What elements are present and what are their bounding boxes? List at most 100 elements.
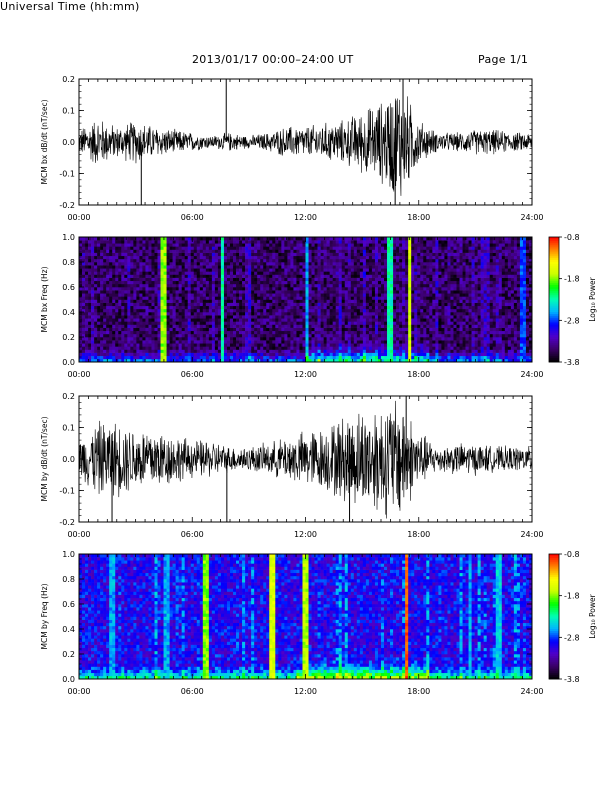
spectrogram-cell — [384, 277, 388, 282]
spectrogram-cell — [384, 299, 388, 303]
spectrogram-cell — [308, 268, 312, 272]
spectrogram-cell — [160, 246, 164, 250]
spectrogram-cell — [211, 324, 216, 328]
spectrogram-cell — [311, 321, 315, 325]
spectrogram-cell — [151, 352, 155, 357]
spectrogram-cell — [387, 315, 391, 319]
spectrogram-cell — [353, 290, 358, 294]
spectrogram-cell — [184, 271, 189, 275]
spectrogram-cell — [429, 287, 433, 291]
spectrogram-cell — [184, 299, 189, 303]
spectrogram-cell — [257, 283, 261, 288]
spectrogram-cell — [359, 243, 364, 247]
spectrogram-cell — [308, 349, 312, 353]
spectrogram-cell — [181, 293, 185, 297]
spectrogram-cell — [393, 355, 397, 360]
spectrogram-cell — [353, 240, 358, 244]
spectrogram-cell — [97, 327, 101, 332]
spectrogram-cell — [163, 299, 167, 303]
spectrogram-cell — [317, 315, 321, 319]
spectrogram-cell — [254, 277, 258, 282]
spectrogram-cell — [338, 268, 343, 272]
spectrogram-cell — [226, 321, 231, 325]
spectrogram-cell — [202, 255, 207, 260]
spectrogram-cell — [178, 302, 182, 307]
spectrogram-cell — [414, 252, 418, 257]
spectrogram-cell — [202, 308, 207, 313]
spectrogram-cell — [133, 252, 137, 257]
spectrogram-cell — [136, 312, 140, 316]
spectrogram-cell — [393, 349, 397, 353]
spectrogram-cell — [353, 277, 358, 282]
spectrogram-cell — [151, 318, 155, 322]
spectrogram-cell — [353, 321, 358, 325]
spectrogram-cell — [251, 340, 255, 344]
spectrogram-cell — [118, 249, 122, 253]
spectrogram-cell — [103, 296, 107, 300]
spectrogram-cell — [381, 262, 385, 266]
spectrogram-cell — [106, 349, 110, 353]
spectrogram-cell — [299, 333, 303, 338]
spectrogram-cell — [296, 258, 300, 263]
spectrogram-cell — [175, 274, 179, 278]
spectrogram-cell — [269, 352, 273, 357]
spectrogram-cell — [127, 340, 131, 344]
spectrogram-cell — [411, 358, 415, 363]
spectrogram-cell — [220, 274, 225, 278]
spectrogram-cell — [417, 296, 421, 300]
spectrogram-cell — [199, 249, 204, 253]
spectrogram-cell — [112, 293, 116, 297]
spectrogram-cell — [441, 287, 445, 291]
spectrogram-cell — [323, 308, 327, 313]
spectrogram-cell — [284, 355, 288, 360]
spectrogram-cell — [408, 283, 412, 288]
spectrogram-cell — [302, 258, 306, 263]
spectrogram-cell — [118, 343, 122, 347]
spectrogram-cell — [381, 318, 385, 322]
spectrogram-cell — [245, 255, 249, 260]
spectrogram-cell — [133, 343, 137, 347]
spectrogram-cell — [272, 296, 276, 300]
spectrogram-cell — [374, 312, 379, 316]
spectrogram-cell — [335, 274, 340, 278]
spectrogram-cell — [284, 268, 288, 272]
spectrogram-cell — [100, 287, 104, 291]
spectrogram-cell — [281, 240, 285, 244]
spectrogram-cell — [411, 349, 415, 353]
spectrogram-cell — [248, 262, 252, 266]
spectrogram-cell — [178, 243, 182, 247]
spectrogram-cell — [290, 255, 294, 260]
spectrogram-cell — [353, 283, 358, 288]
spectrogram-cell — [399, 287, 403, 291]
spectrogram-cell — [438, 296, 442, 300]
spectrogram-cell — [88, 327, 92, 332]
spectrogram-cell — [429, 262, 433, 266]
spectrogram-cell — [230, 308, 234, 313]
spectrogram-cell — [356, 315, 361, 319]
spectrogram-cell — [148, 355, 152, 360]
spectrogram-cell — [402, 352, 406, 357]
spectrogram-cell — [387, 337, 391, 341]
spectrogram-cell — [145, 280, 149, 285]
spectrogram-cell — [311, 315, 315, 319]
spectrogram-cell — [139, 340, 143, 344]
spectrogram-cell — [338, 343, 343, 347]
spectrogram-cell — [251, 280, 255, 285]
spectrogram-cell — [408, 315, 412, 319]
spectrogram-cell — [399, 255, 403, 260]
spectrogram-cell — [371, 330, 376, 335]
spectrogram-cell — [341, 265, 346, 269]
spectrogram-cell — [359, 258, 364, 263]
spectrogram-cell — [266, 343, 270, 347]
spectrogram-cell — [223, 299, 228, 303]
spectrogram-cell — [374, 355, 379, 360]
spectrogram-cell — [429, 305, 433, 310]
spectrogram-cell — [308, 255, 312, 260]
spectrogram-cell — [169, 312, 173, 316]
spectrogram-cell — [317, 255, 321, 260]
spectrogram-cell — [124, 265, 128, 269]
spectrogram-cell — [190, 283, 195, 288]
spectrogram-cell — [226, 355, 231, 360]
spectrogram-cell — [142, 255, 146, 260]
spectrogram-cell — [287, 262, 291, 266]
